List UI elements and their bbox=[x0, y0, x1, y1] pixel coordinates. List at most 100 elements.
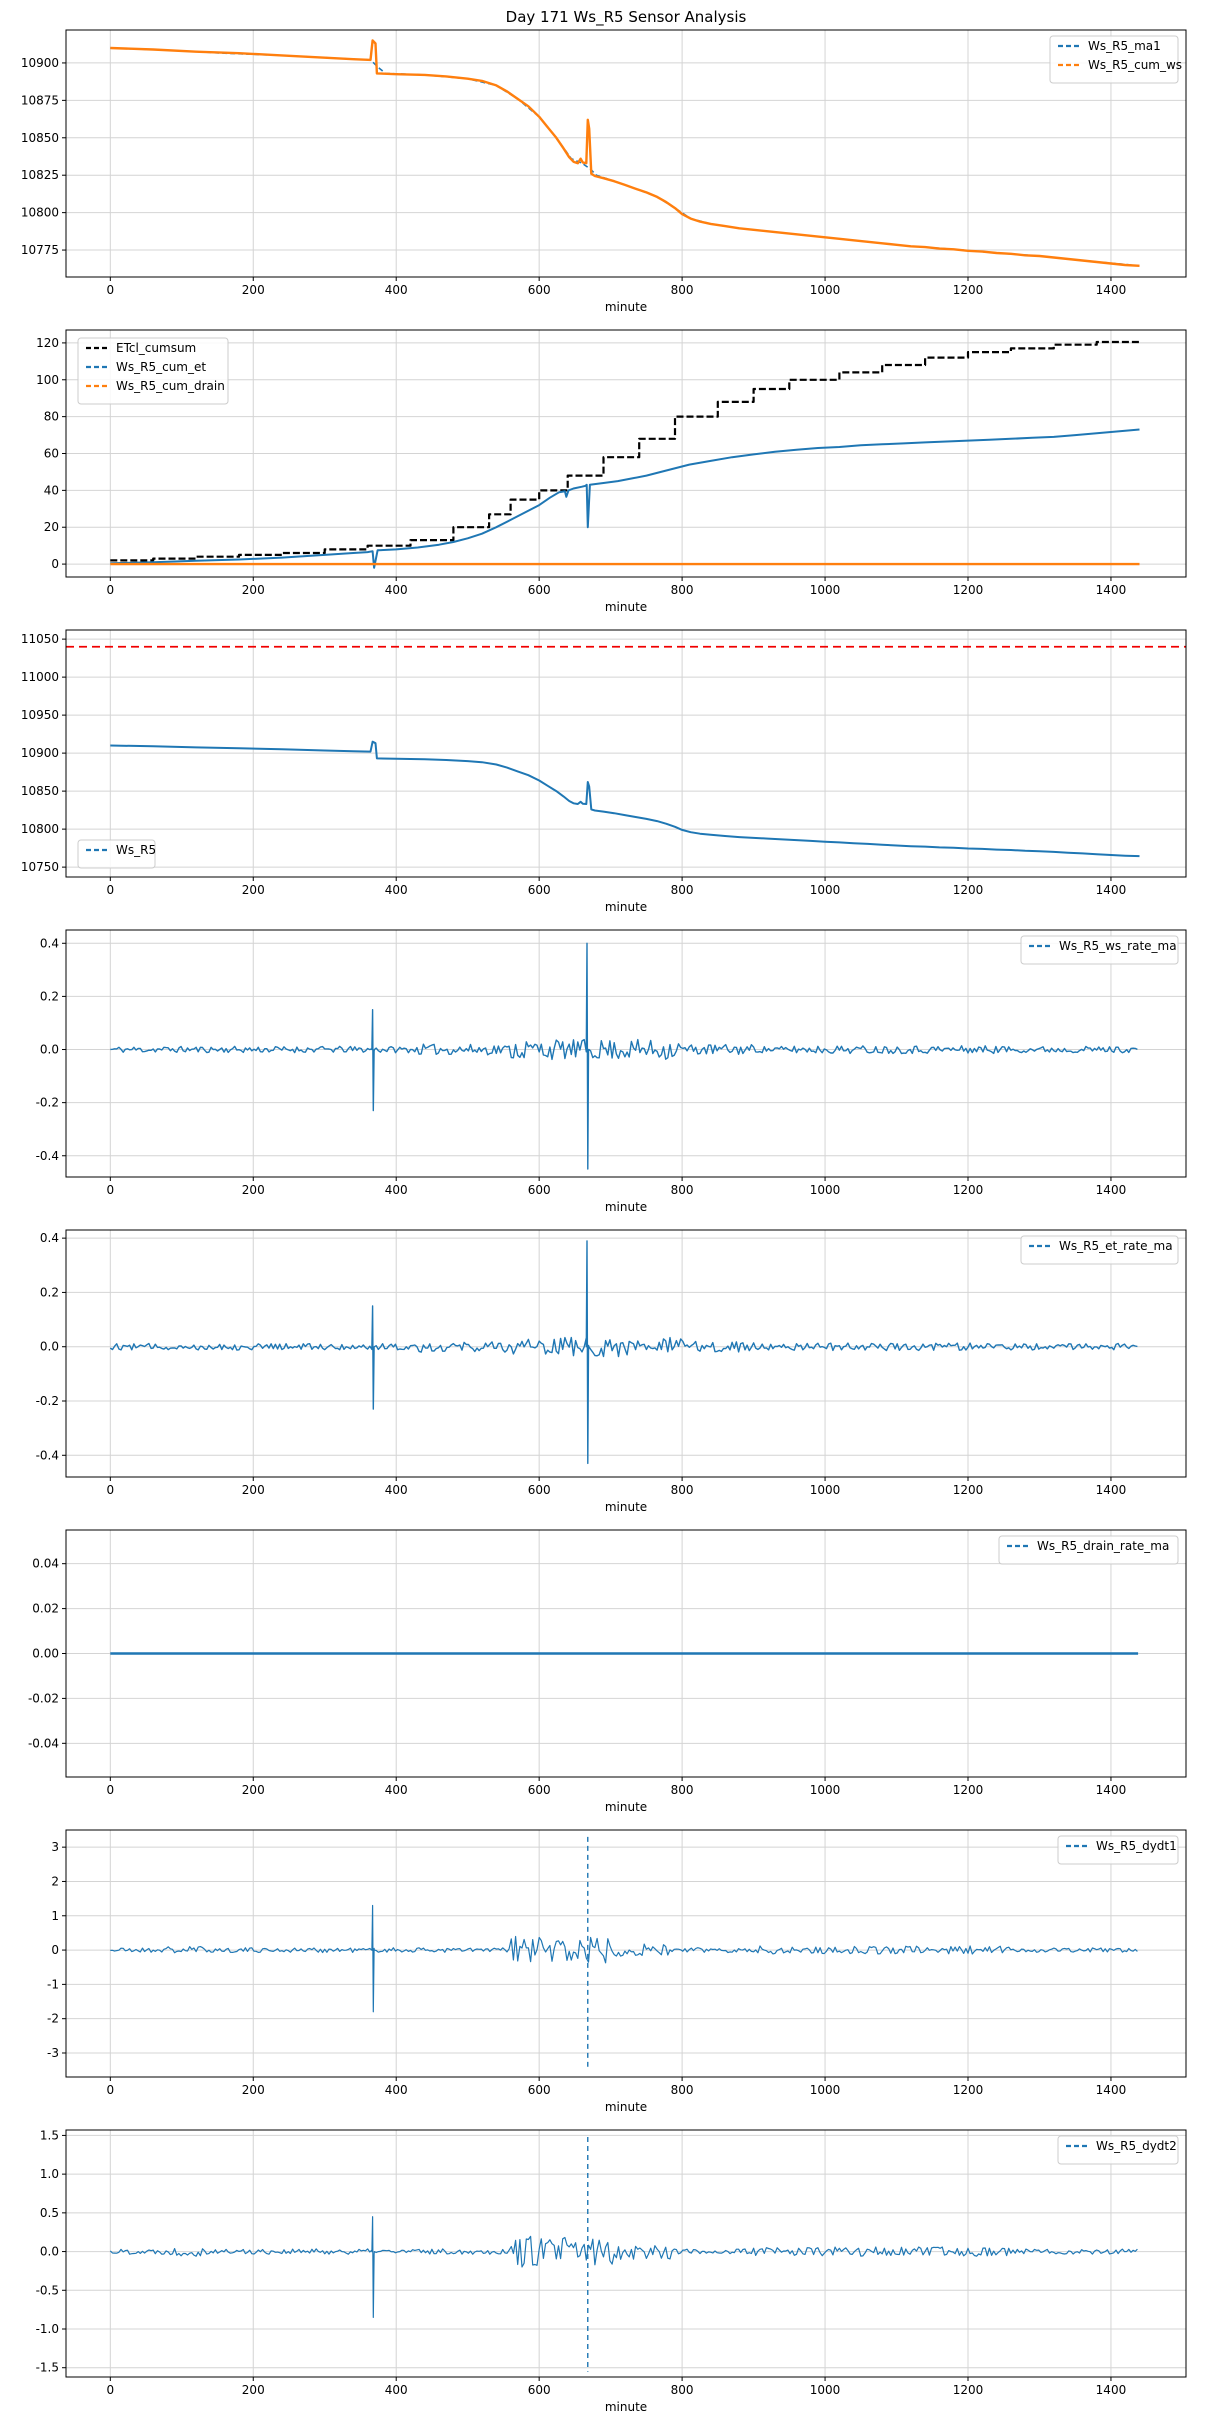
legend-label: Ws_R5_cum_ws bbox=[1088, 58, 1182, 72]
x-tick-label: 800 bbox=[671, 2383, 694, 2397]
x-tick-label: 1400 bbox=[1096, 883, 1127, 897]
x-tick-label: 0 bbox=[106, 283, 114, 297]
x-tick-label: 400 bbox=[385, 1483, 408, 1497]
x-axis: 0 200 400 600 800 1000 1200 1400 minute bbox=[106, 577, 1126, 614]
x-tick-label: 1200 bbox=[953, 583, 984, 597]
x-tick-label: 600 bbox=[528, 2083, 551, 2097]
x-tick-label: 800 bbox=[671, 883, 694, 897]
y-tick-label: 10875 bbox=[21, 93, 59, 107]
x-tick-label: 0 bbox=[106, 2083, 114, 2097]
x-tick-label: 1000 bbox=[810, 2083, 841, 2097]
legend-label: Ws_R5_cum_et bbox=[116, 360, 206, 374]
grid bbox=[66, 1230, 1186, 1477]
y-tick-label: -0.2 bbox=[36, 1096, 59, 1110]
x-tick-label: 1400 bbox=[1096, 1183, 1127, 1197]
x-tick-label: 1400 bbox=[1096, 583, 1127, 597]
y-tick-label: 10775 bbox=[21, 243, 59, 257]
x-tick-label: 1400 bbox=[1096, 2083, 1127, 2097]
subplot-drain-rate-ma: 0 200 400 600 800 1000 1200 1400minute-0.04-0.0… bbox=[28, 1529, 1187, 1814]
y-axis: -1.5 -1.0 -0.5 0.0 0.5 1.0 1.5 bbox=[36, 2128, 66, 2375]
x-tick-label: 1200 bbox=[953, 2083, 984, 2097]
x-tick-label: 200 bbox=[242, 1483, 265, 1497]
y-tick-label: 0.4 bbox=[40, 1231, 59, 1245]
x-tick-label: 1200 bbox=[953, 2383, 984, 2397]
x-tick-label: 800 bbox=[671, 1783, 694, 1797]
y-tick-label: 11000 bbox=[21, 670, 59, 684]
axes-spines bbox=[65, 1229, 1187, 1478]
x-tick-label: 1000 bbox=[810, 583, 841, 597]
grid bbox=[66, 30, 1186, 277]
x-tick-label: 600 bbox=[528, 1483, 551, 1497]
y-tick-label: 40 bbox=[44, 483, 59, 497]
x-tick-label: 400 bbox=[385, 583, 408, 597]
y-tick-label: 0.5 bbox=[40, 2206, 59, 2220]
x-tick-label: 1200 bbox=[953, 283, 984, 297]
x-axis: 0 200 400 600 800 1000 1200 1400 minute bbox=[106, 2377, 1126, 2414]
x-tick-label: 200 bbox=[242, 2083, 265, 2097]
legend-box bbox=[1020, 1235, 1179, 1265]
series-ETcl_cumsum bbox=[110, 340, 1141, 562]
y-tick-label: 0.00 bbox=[32, 1647, 59, 1661]
x-axis-label: minute bbox=[605, 2400, 647, 2414]
subplot-ws-rate-ma: 0 200 400 600 800 1000 1200 1400 minute -0.4 -0.2 0… bbox=[36, 929, 1187, 1214]
x-tick-label: 600 bbox=[528, 883, 551, 897]
axes-spines bbox=[65, 1829, 1187, 2078]
x-axis-label: minute bbox=[605, 300, 647, 314]
y-tick-label: 100 bbox=[36, 373, 59, 387]
x-tick-label: 400 bbox=[385, 883, 408, 897]
y-tick-label: 10850 bbox=[21, 131, 59, 145]
series-Ws_R5_cum_ws bbox=[110, 39, 1140, 267]
series-line-ETcl_cumsum bbox=[110, 340, 1141, 562]
legend: Ws_R5_ws_rate_ma bbox=[1020, 935, 1179, 965]
x-axis: 0 200 400 600 800 1000 1200 1400 minute bbox=[106, 1777, 1126, 1814]
grid bbox=[66, 330, 1186, 577]
y-axis: -0.4 -0.2 0.0 0.2 0.4 bbox=[36, 936, 66, 1163]
series-Ws_R5_et_rate_ma bbox=[109, 1240, 1138, 1465]
y-tick-label: 10825 bbox=[21, 168, 59, 182]
x-axis-label: minute bbox=[605, 1200, 647, 1214]
x-axis: 0 200 400 600 800 1000 1200 1400 minute bbox=[106, 1177, 1126, 1214]
x-tick-label: 1200 bbox=[953, 1483, 984, 1497]
series-Ws_R5_ma1 bbox=[110, 47, 1140, 267]
x-tick-label: 800 bbox=[671, 2083, 694, 2097]
y-tick-label: 0.2 bbox=[40, 1285, 59, 1299]
x-axis: 0 200 400 600 800 1000 1200 1400 minute bbox=[106, 877, 1126, 914]
legend: Ws_R5_ma1 Ws_R5_cum_ws bbox=[1049, 35, 1182, 84]
legend-box bbox=[1020, 935, 1179, 965]
y-axis: 0 20 40 60 80 100 120 bbox=[36, 336, 66, 571]
y-axis: 10750 10800 10850 10900 10950 11000 11050 bbox=[21, 632, 66, 874]
x-axis-label: minute bbox=[605, 1800, 647, 1814]
legend-label: Ws_R5_ws_rate_ma bbox=[1059, 939, 1177, 953]
legend-label: Ws_R5_et_rate_ma bbox=[1059, 1239, 1173, 1253]
y-tick-label: 80 bbox=[44, 410, 59, 424]
grid bbox=[66, 630, 1186, 877]
x-tick-label: 800 bbox=[671, 1483, 694, 1497]
x-tick-label: 1000 bbox=[810, 1483, 841, 1497]
x-tick-label: 400 bbox=[385, 2383, 408, 2397]
axes-spines bbox=[65, 2129, 1187, 2378]
subplot-stack: 0 200 400 600 800 1000 1200 1400 minute 10775 1080… bbox=[0, 24, 1211, 2424]
y-tick-label: 0.0 bbox=[40, 1043, 59, 1057]
y-tick-label: 1.5 bbox=[40, 2128, 59, 2142]
x-tick-label: 1000 bbox=[810, 1183, 841, 1197]
series-line-Ws_R5 bbox=[110, 740, 1140, 858]
axes-spines bbox=[65, 29, 1187, 278]
x-tick-label: 800 bbox=[671, 583, 694, 597]
x-tick-label: 0 bbox=[106, 1483, 114, 1497]
y-tick-label: 10750 bbox=[21, 860, 59, 874]
x-tick-label: 200 bbox=[242, 283, 265, 297]
y-tick-label: 0 bbox=[51, 1943, 59, 1957]
y-tick-label: 10850 bbox=[21, 784, 59, 798]
subplot-et-rate-ma: 0 200 400 600 800 1000 1200 1400 minute -0.4 -0.2 0… bbox=[36, 1229, 1187, 1514]
subplot-ws-r5-raw: 0 200 400 600 800 1000 1200 1400 minute 10750 1080… bbox=[21, 629, 1187, 914]
y-tick-label: 0.4 bbox=[40, 936, 59, 950]
x-tick-label: 0 bbox=[106, 2383, 114, 2397]
series-line-Ws_R5_dydt2 bbox=[109, 2216, 1138, 2318]
y-tick-label: -0.2 bbox=[36, 1394, 59, 1408]
legend-label: Ws_R5_cum_drain bbox=[116, 379, 225, 393]
x-axis: 0 200 400 600 800 1000 1200 1400 minute bbox=[106, 277, 1126, 314]
x-tick-label: 1400 bbox=[1096, 283, 1127, 297]
x-tick-label: 200 bbox=[242, 1783, 265, 1797]
legend-label: ETcl_cumsum bbox=[116, 341, 196, 355]
y-tick-label: 0 bbox=[51, 557, 59, 571]
